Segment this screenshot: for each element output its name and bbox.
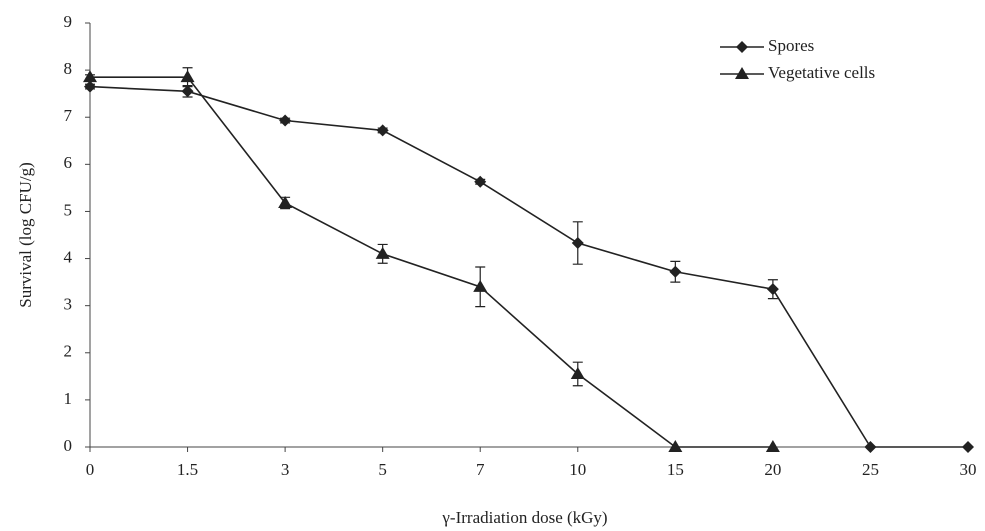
point (474, 175, 487, 188)
x-tick-label: 3 (281, 460, 290, 479)
point (376, 124, 389, 137)
x-tick-label: 25 (862, 460, 879, 479)
point (84, 80, 96, 93)
x-tick-label: 5 (378, 460, 387, 479)
point (864, 441, 877, 453)
x-tick-label: 20 (764, 460, 781, 479)
point (473, 279, 488, 292)
point (766, 283, 779, 296)
y-tick-label: 3 (64, 295, 73, 314)
x-tick-label: 0 (86, 460, 95, 479)
y-axis-label: Survival (log CFU/g) (16, 162, 35, 307)
x-tick-label: 15 (667, 460, 684, 479)
point (571, 237, 584, 250)
y-tick-label: 0 (64, 436, 73, 455)
legend-marker (735, 67, 749, 79)
point (962, 441, 974, 453)
x-axis-label: γ-Irradiation dose (kGy) (441, 508, 607, 527)
point (83, 70, 97, 83)
y-tick-label: 2 (64, 342, 73, 361)
x-tick-label: 30 (960, 460, 977, 479)
y-tick-label: 6 (64, 153, 73, 172)
point (181, 85, 194, 98)
y-tick-label: 1 (64, 389, 73, 408)
y-tick-label: 8 (64, 59, 73, 78)
point (375, 246, 390, 259)
legend-marker (736, 41, 748, 53)
y-tick-label: 7 (64, 106, 73, 125)
point (669, 265, 682, 278)
point (180, 70, 195, 83)
x-tick-label: 7 (476, 460, 485, 479)
x-tick-label: 10 (569, 460, 586, 479)
point (668, 440, 683, 452)
legend-label: Spores (768, 36, 814, 55)
series-line (89, 85, 968, 448)
point (765, 440, 780, 452)
y-tick-label: 9 (64, 12, 73, 31)
legend-label: Vegetative cells (768, 63, 875, 82)
point (570, 366, 585, 379)
y-tick-label: 5 (64, 200, 73, 219)
point (278, 195, 293, 208)
series-line (90, 76, 773, 448)
y-tick-label: 4 (64, 247, 73, 266)
point (279, 114, 292, 127)
x-tick-label: 1.5 (177, 460, 198, 479)
